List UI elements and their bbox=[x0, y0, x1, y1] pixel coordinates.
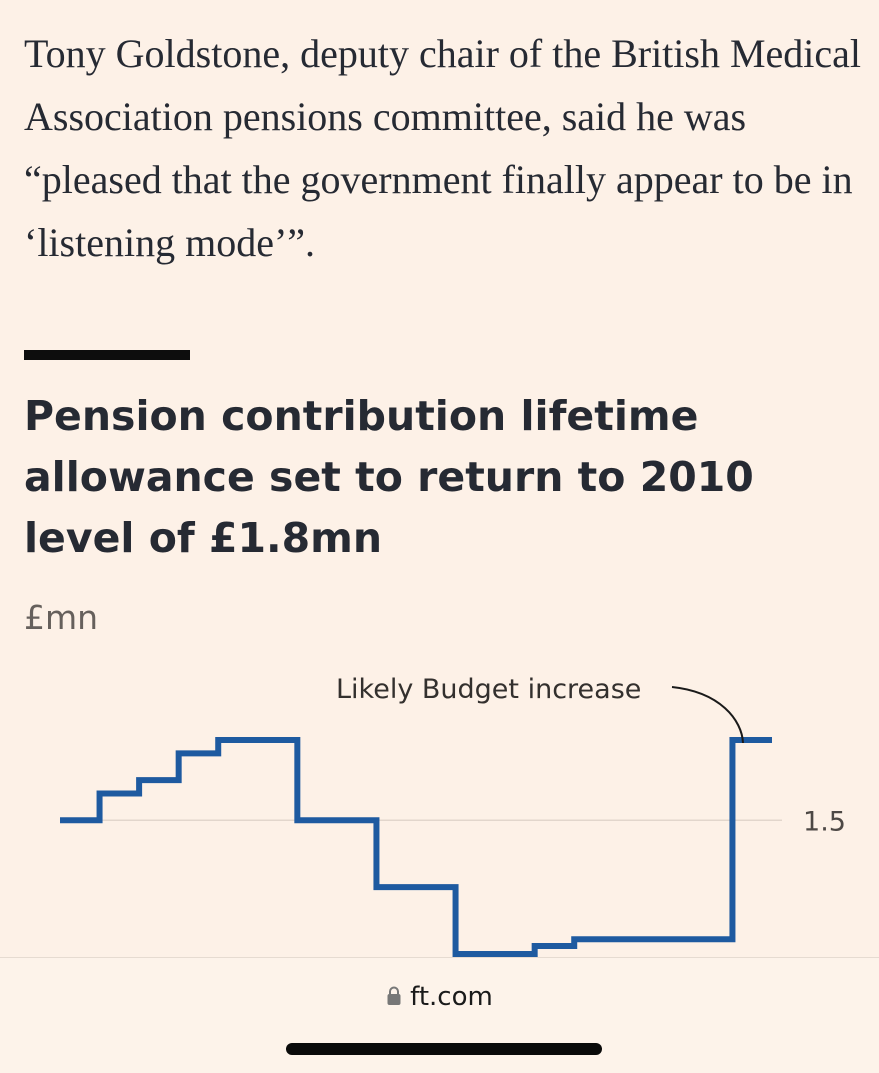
chart-unit-label: £mn bbox=[24, 598, 99, 637]
chart-top-rule bbox=[24, 350, 190, 360]
article-paragraph: Tony Goldstone, deputy chair of the Brit… bbox=[24, 31, 862, 265]
annotation-leader bbox=[671, 686, 744, 744]
series-layer bbox=[60, 737, 772, 957]
annotation-label: Likely Budget increase bbox=[336, 674, 641, 705]
url-text: ft.com bbox=[410, 982, 493, 1012]
browser-bottom-bar bbox=[0, 957, 879, 1073]
y-tick-labels: 1.5 bbox=[803, 806, 846, 837]
annotation-layer: Likely Budget increase bbox=[336, 674, 744, 744]
chart: 1.5 Likely Budget increase bbox=[60, 674, 846, 957]
chart-title: Pension contribution lifetime allowance … bbox=[24, 392, 754, 562]
y-tick-label: 1.5 bbox=[803, 806, 846, 837]
home-indicator[interactable] bbox=[286, 1043, 602, 1055]
lock-icon bbox=[386, 983, 402, 1013]
url-display[interactable]: ft.com bbox=[0, 982, 879, 1013]
series-line bbox=[60, 737, 772, 957]
